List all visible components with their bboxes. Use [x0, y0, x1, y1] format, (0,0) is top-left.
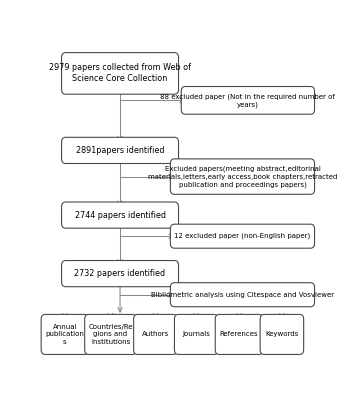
FancyBboxPatch shape — [170, 159, 314, 194]
FancyBboxPatch shape — [181, 86, 314, 114]
Text: Journals: Journals — [182, 332, 210, 338]
Text: 2891papers identified: 2891papers identified — [76, 146, 164, 155]
FancyBboxPatch shape — [85, 314, 137, 354]
FancyBboxPatch shape — [61, 137, 179, 164]
Text: 12 excluded paper (non-English paper): 12 excluded paper (non-English paper) — [174, 233, 311, 240]
Text: Excluded papers(meeting abstract,editorinal
materials,letters,early access,book : Excluded papers(meeting abstract,editori… — [148, 166, 337, 188]
Text: Authors: Authors — [142, 332, 169, 338]
FancyBboxPatch shape — [215, 314, 263, 354]
FancyBboxPatch shape — [61, 53, 179, 94]
FancyBboxPatch shape — [61, 202, 179, 228]
FancyBboxPatch shape — [170, 283, 314, 307]
Text: Bibliometric analysis using Citespace and Vosviewer: Bibliometric analysis using Citespace an… — [151, 292, 334, 298]
Text: 2979 papers collected from Web of
Science Core Collection: 2979 papers collected from Web of Scienc… — [49, 63, 191, 84]
FancyBboxPatch shape — [61, 260, 179, 287]
FancyBboxPatch shape — [260, 314, 304, 354]
Text: 2744 papers identified: 2744 papers identified — [74, 210, 166, 220]
FancyBboxPatch shape — [134, 314, 177, 354]
FancyBboxPatch shape — [174, 314, 218, 354]
FancyBboxPatch shape — [170, 224, 314, 248]
Text: 88 excluded paper (Not in the required number of
years): 88 excluded paper (Not in the required n… — [160, 93, 335, 108]
Text: Annual
publication
s: Annual publication s — [46, 324, 84, 345]
FancyBboxPatch shape — [41, 314, 89, 354]
Text: References: References — [220, 332, 258, 338]
Text: Keywords: Keywords — [265, 332, 298, 338]
Text: Countries/Re
gions and
Institutions: Countries/Re gions and Institutions — [88, 324, 133, 345]
Text: 2732 papers identified: 2732 papers identified — [74, 269, 166, 278]
